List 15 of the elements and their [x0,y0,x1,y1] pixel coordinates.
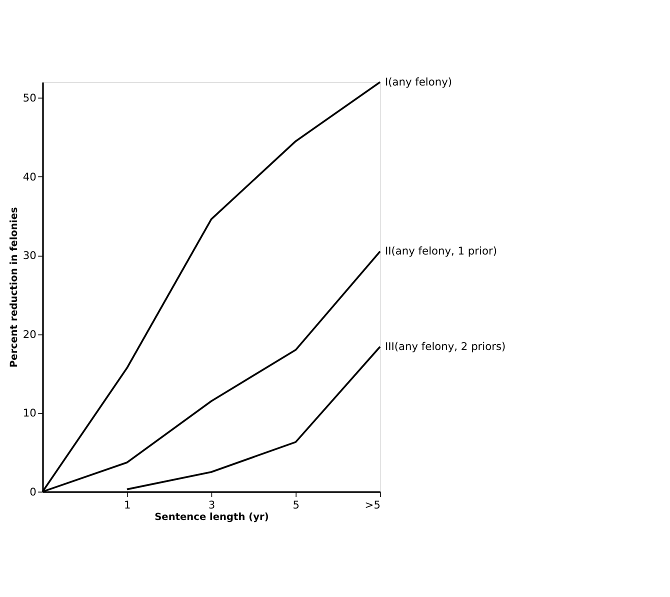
y-tick-label: 30 [22,249,37,262]
x-tick-label: 5 [292,498,300,512]
x-axis-title: Sentence length (yr) [154,512,269,523]
x-tick-label: >5 [364,498,380,512]
y-tick-label: 50 [22,92,37,105]
y-tick-label: 40 [22,170,37,184]
y-tick-label: 20 [22,328,37,341]
x-tick-label: 1 [124,498,131,512]
y-tick-label: 10 [22,406,37,420]
y-tick-label: 0 [30,485,37,498]
series-label: II(any felony, 1 prior) [384,244,498,258]
series-label: I(any felony) [384,75,452,88]
y-axis-title: Percent reduction in felonies [9,206,20,368]
series-label: III(any felony, 2 priors) [384,340,506,354]
x-tick-label: 3 [208,498,216,512]
